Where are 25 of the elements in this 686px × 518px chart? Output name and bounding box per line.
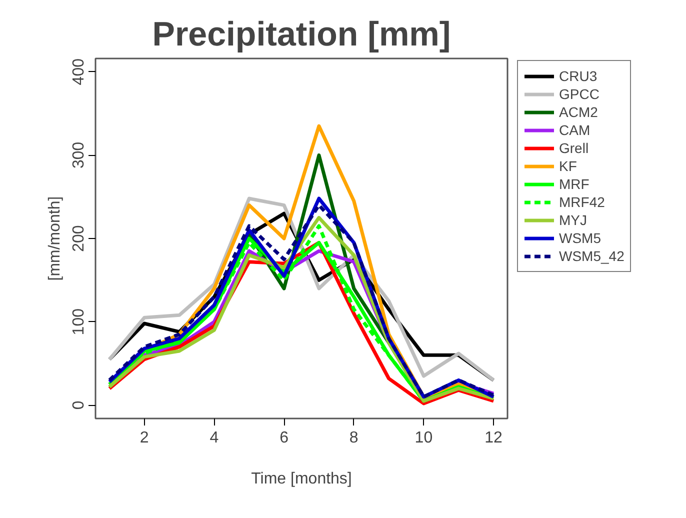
x-tick-label: 2 bbox=[140, 430, 149, 446]
legend-label: Grell bbox=[559, 139, 589, 157]
legend-label: GPCC bbox=[559, 85, 600, 103]
x-tick-label: 4 bbox=[210, 430, 219, 446]
y-tick-label: 100 bbox=[70, 308, 88, 336]
x-tick-label: 8 bbox=[349, 430, 358, 446]
x-tick-label: 12 bbox=[484, 430, 503, 446]
legend-label: CRU3 bbox=[559, 67, 598, 85]
legend-label: WSM5_42 bbox=[559, 247, 624, 265]
legend-label: KF bbox=[559, 157, 578, 175]
x-tick-label: 6 bbox=[280, 430, 289, 446]
legend-label: MYJ bbox=[559, 211, 587, 229]
legend-label: MRF bbox=[559, 175, 590, 193]
legend-label: ACM2 bbox=[559, 103, 598, 121]
legend-label: MRF42 bbox=[559, 193, 605, 211]
y-tick-label: 200 bbox=[70, 225, 88, 252]
legend-label: CAM bbox=[559, 121, 590, 139]
x-axis-title: Time [months] bbox=[251, 470, 352, 488]
y-tick-label: 300 bbox=[70, 142, 88, 169]
chart-title: Precipitation [mm] bbox=[152, 16, 451, 54]
y-axis-title: [mm/month] bbox=[46, 196, 64, 281]
y-tick-label: 0 bbox=[70, 400, 88, 410]
legend-label: WSM5 bbox=[559, 229, 601, 247]
y-tick-label: 400 bbox=[70, 58, 88, 86]
x-tick-label: 10 bbox=[414, 430, 433, 446]
